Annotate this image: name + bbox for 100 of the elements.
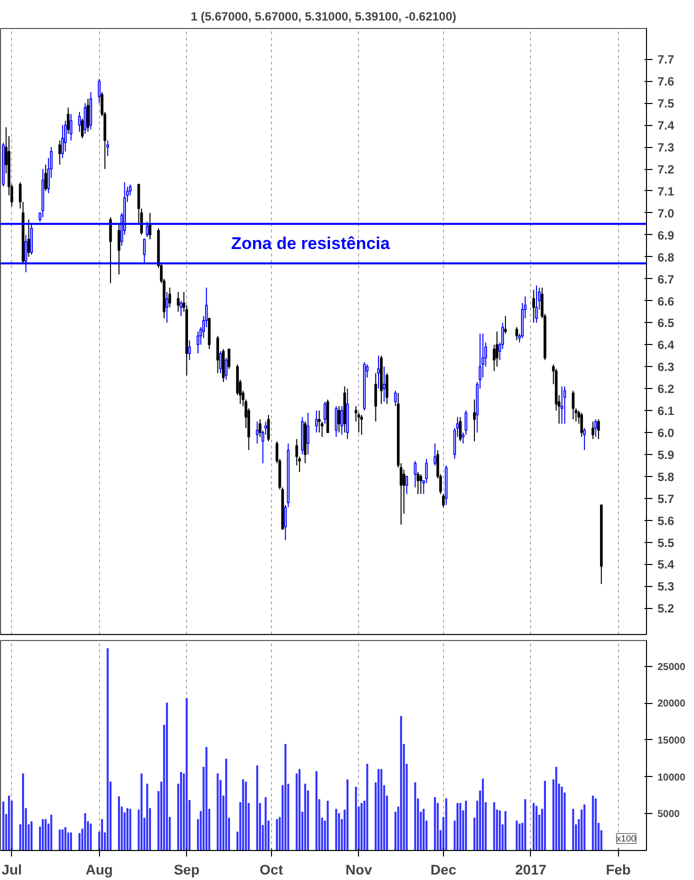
candlestick	[374, 372, 378, 422]
candlestick	[382, 366, 386, 402]
candlestick	[464, 410, 468, 436]
candlestick	[572, 390, 574, 420]
y-tick-label: 5.3	[658, 580, 675, 594]
annotation: Zona de resistência	[231, 234, 390, 254]
y-tick-label: 6.7	[658, 272, 675, 286]
candlestick	[224, 357, 228, 380]
candlestick	[44, 164, 47, 192]
y-tick-label: 5.9	[658, 448, 675, 462]
y-tick-label: 6.2	[658, 382, 675, 396]
candlestick	[27, 219, 30, 258]
y-tick-label: 5.7	[658, 492, 675, 506]
x-tick-label: Sep	[174, 862, 200, 878]
candlestick	[61, 124, 64, 159]
candlestick	[334, 406, 338, 438]
y-tick-label: 7.1	[658, 184, 675, 198]
candlestick	[515, 326, 518, 341]
candlestick	[70, 114, 72, 141]
y-tick-label: 10000	[658, 772, 686, 784]
candlestick	[168, 287, 172, 308]
y-tick-label: 6.1	[658, 404, 675, 418]
candlestick	[535, 284, 538, 324]
x-tick-label: Aug	[86, 862, 113, 878]
candlestick	[176, 291, 180, 312]
candlestick	[306, 412, 310, 455]
candlestick	[109, 216, 112, 284]
y-tick-label: 6.0	[658, 426, 675, 440]
x-tick-label: Feb	[606, 862, 631, 878]
candlestick	[458, 416, 462, 442]
candlestick	[402, 469, 406, 514]
y-tick-label: 6.4	[658, 338, 675, 352]
candlestick	[148, 212, 152, 240]
candlestick	[66, 107, 70, 134]
y-tick-label: 7.4	[658, 118, 675, 133]
candlestick	[414, 460, 417, 488]
candlestick	[84, 102, 86, 134]
y-tick-label: 20000	[658, 698, 686, 710]
x-tick-label: Dec	[430, 862, 456, 878]
y-tick-label: 6.3	[658, 360, 675, 374]
candlestick	[532, 289, 536, 324]
y-tick-label: 5.6	[658, 514, 675, 528]
y-tick-label: 15000	[658, 735, 686, 746]
candlestick	[563, 386, 566, 424]
y-tick-label: 7.0	[658, 206, 675, 220]
candlestick	[219, 350, 222, 374]
x-tick-label: Jul	[2, 862, 22, 878]
candlestick	[360, 414, 363, 436]
candlestick	[405, 476, 408, 494]
candlestick	[597, 418, 600, 440]
y-tick-label: 5000	[658, 809, 680, 820]
x-tick-label: Nov	[346, 862, 372, 878]
candlestick	[377, 355, 380, 390]
y-tick-label: 25000	[658, 662, 686, 673]
candlestick	[338, 406, 340, 433]
y-tick-label: 7.2	[658, 162, 675, 177]
candlestick	[180, 300, 182, 317]
candlestick	[166, 291, 168, 324]
x-tick-label: 2017	[515, 862, 547, 878]
candlestick	[594, 418, 598, 438]
y-tick-label: 5.8	[658, 470, 675, 484]
y-tick-label: 5.5	[658, 536, 675, 550]
y-tick-label: 6.6	[658, 294, 675, 308]
candlestick	[394, 390, 397, 407]
candlestick	[419, 474, 422, 494]
candlestick	[258, 418, 262, 438]
y-tick-label: 7.6	[658, 74, 675, 89]
candlestick	[434, 442, 436, 466]
y-tick-label: 5.2	[658, 602, 675, 616]
x-tick-label: Oct	[260, 862, 284, 878]
candlestick	[106, 140, 110, 156]
candlestick	[386, 372, 388, 404]
candlestick	[216, 335, 220, 374]
candlestick	[425, 458, 428, 484]
y-tick-label: 7.5	[658, 96, 675, 111]
candlestick	[228, 348, 230, 370]
candlestick	[86, 98, 90, 132]
candlestick	[592, 421, 594, 440]
candlestick	[267, 414, 270, 442]
candlestick	[580, 412, 583, 438]
candlestick	[340, 406, 344, 436]
candlestick	[473, 399, 476, 442]
candlestick	[256, 421, 259, 444]
candlestick	[80, 118, 84, 139]
candlestick	[118, 223, 120, 275]
candlestick	[496, 331, 498, 368]
y-tick-label: 5.4	[658, 558, 675, 572]
y-tick-label: 7.7	[658, 52, 675, 67]
candlestick	[324, 401, 326, 424]
candlestick	[442, 493, 445, 508]
y-tick-label: 7.3	[658, 140, 675, 155]
candlestick	[78, 111, 81, 132]
y-tick-label: 6.9	[658, 228, 675, 242]
candlestick	[318, 410, 321, 433]
candlestick	[416, 472, 420, 494]
candlestick	[196, 331, 200, 354]
y-tick-label: 6.5	[658, 316, 675, 330]
y-tick-label: 6.8	[658, 250, 675, 264]
candlestick	[188, 340, 191, 361]
candlestick	[560, 386, 564, 424]
